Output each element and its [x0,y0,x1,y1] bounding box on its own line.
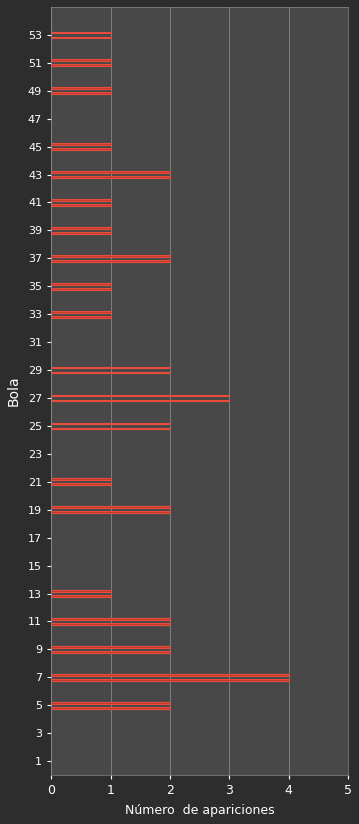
Bar [51,367,170,368]
Bar [51,372,170,373]
Bar [51,623,170,625]
Bar [51,232,111,234]
Bar [51,255,170,256]
Bar [51,316,111,317]
Y-axis label: Bola: Bola [7,376,21,406]
Bar [51,31,111,33]
Bar [51,148,111,150]
Bar [51,590,111,592]
Bar [51,311,111,312]
Bar [51,288,111,289]
Bar [51,484,111,485]
X-axis label: Número  de apariciones: Número de apariciones [125,804,274,817]
Bar [51,651,170,653]
Bar [51,204,111,206]
Bar [51,199,111,201]
Bar [51,707,170,709]
Bar [51,87,111,89]
Bar [51,479,111,480]
Bar [51,423,170,424]
Bar [51,171,170,173]
Bar [51,64,111,66]
Bar [51,283,111,284]
Bar [51,674,289,676]
Bar [51,36,111,38]
Bar [51,260,170,262]
Bar [51,400,229,401]
Bar [51,176,170,178]
Bar [51,428,170,429]
Bar [51,227,111,229]
Bar [51,59,111,61]
Bar [51,512,170,513]
Bar [51,92,111,94]
Bar [51,595,111,597]
Bar [51,702,170,704]
Bar [51,646,170,648]
Bar [51,618,170,620]
Bar [51,143,111,145]
Bar [51,679,289,681]
Bar [51,507,170,508]
Bar [51,395,229,396]
